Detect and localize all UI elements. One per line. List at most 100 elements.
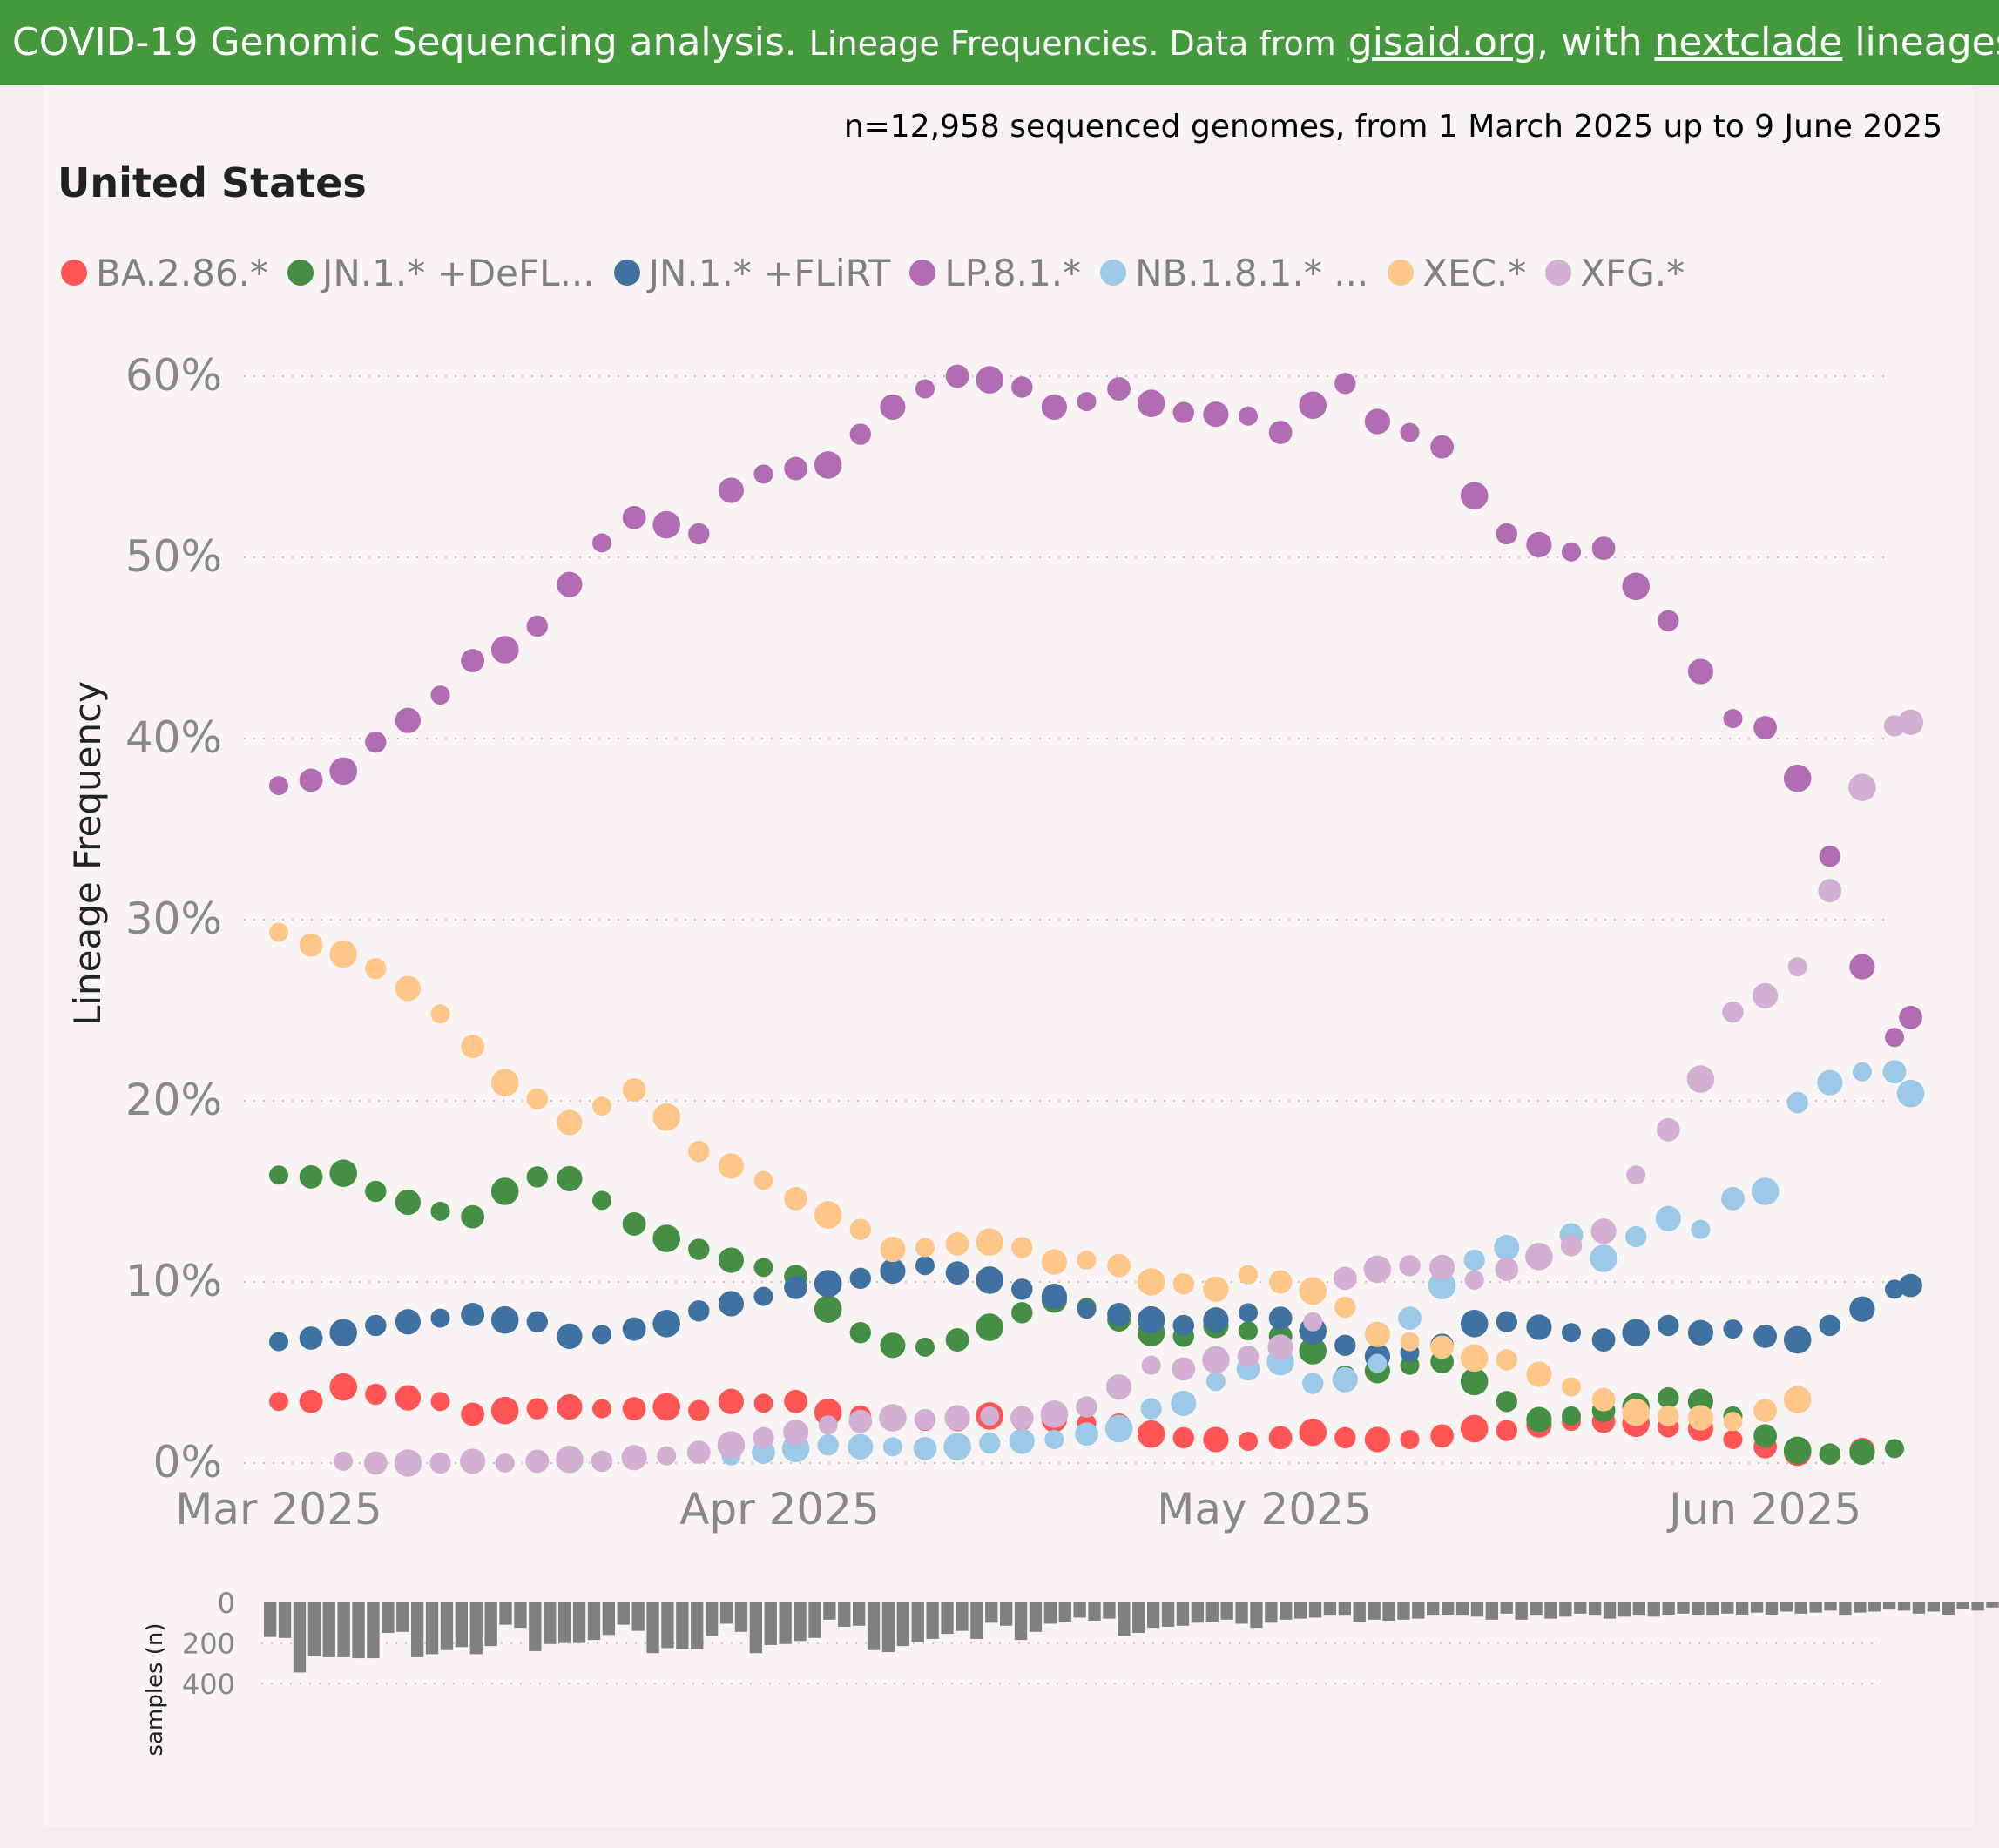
data-point [1428,1271,1456,1299]
sample-bar [1515,1602,1528,1620]
sample-bar [1868,1602,1881,1612]
data-point [913,1436,937,1460]
y-tick-label: 40% [125,712,222,763]
data-point [1562,1406,1581,1426]
sample-bar [941,1602,954,1635]
data-point [461,1402,484,1426]
sample-bar [1397,1602,1410,1620]
sample-tick-label: 0 [218,1587,235,1620]
data-point [1268,1426,1293,1450]
data-point [429,1452,451,1474]
legend-item[interactable]: NB.1.8.1.* ... [1100,252,1368,294]
data-point [622,1078,646,1102]
sample-bar [278,1602,292,1638]
data-point [1364,1321,1390,1347]
data-point [818,1415,838,1435]
data-point [1334,1426,1356,1449]
data-point [1268,1306,1293,1330]
sample-bar [1073,1602,1086,1618]
sample-bar [1927,1602,1940,1612]
data-point [1303,1312,1323,1332]
data-point [299,1326,323,1350]
data-point [299,1389,323,1413]
data-point [753,1286,773,1306]
data-point [718,1388,745,1414]
data-point [1885,1439,1904,1459]
data-point [1562,542,1581,562]
data-point [1786,1091,1808,1114]
data-point [1562,1323,1581,1343]
sample-bar [1029,1602,1043,1632]
data-point [980,1406,1000,1426]
data-point [1137,1268,1165,1296]
data-point [1496,523,1518,545]
data-point [269,1332,288,1352]
data-point [783,1420,809,1446]
data-point [329,1319,358,1347]
legend-item[interactable]: JN.1.* +FLiRT [613,252,890,294]
sample-bar [382,1602,395,1633]
data-point [269,1392,288,1412]
data-point [557,1109,583,1136]
sample-bar [1470,1602,1484,1617]
legend-item[interactable]: BA.2.86.* [61,252,268,294]
data-point [1899,1273,1922,1298]
data-point [1658,610,1679,631]
gisaid-link[interactable]: gisaid.org [1347,20,1537,64]
sample-bar [1118,1602,1131,1636]
data-point [592,1399,611,1419]
data-point [1852,1062,1872,1082]
data-point [1897,709,1924,735]
legend-label: XFG.* [1580,251,1685,294]
x-tick-label: Mar 2025 [175,1484,382,1534]
data-point [1239,1303,1258,1323]
sample-bar [484,1602,497,1647]
sample-bar [1721,1602,1734,1614]
data-point [945,364,969,388]
data-point [753,1170,773,1190]
data-point [1882,1060,1907,1084]
data-point [718,477,745,503]
data-point [879,1404,907,1432]
sample-bar [1632,1602,1645,1616]
data-point [1687,658,1713,685]
data-point [814,451,842,479]
nextclade-link[interactable]: nextclade [1654,20,1843,64]
legend-item[interactable]: JN.1.* +DeFL... [287,252,595,294]
data-point [718,1153,745,1179]
data-point [461,1035,484,1058]
data-point [490,1177,519,1205]
legend-item[interactable]: XEC.* [1388,252,1526,294]
sample-bar [1265,1602,1278,1623]
sample-bar [396,1602,409,1632]
data-point [1430,1335,1454,1359]
data-point [979,1432,1001,1454]
sample-bar [322,1602,335,1657]
data-point [592,1096,611,1116]
data-point [622,505,646,529]
data-point [1400,422,1420,442]
data-point [1590,1244,1617,1272]
data-point [753,1258,773,1278]
sample-bar [794,1602,807,1642]
data-point [1040,1400,1069,1428]
sample-bar [1854,1602,1867,1613]
sample-bar [1559,1602,1572,1617]
data-point [1041,1284,1067,1310]
data-point [652,1310,680,1338]
data-point [814,1295,842,1323]
data-point [849,1267,871,1290]
data-point [1723,1319,1743,1339]
sample-bar [337,1602,350,1657]
data-point [1656,1117,1680,1142]
legend-item[interactable]: LP.8.1.* [909,252,1081,294]
data-point [1658,1314,1679,1337]
legend-item[interactable]: XFG.* [1545,252,1685,294]
data-point [652,1224,680,1252]
data-point [880,394,906,420]
data-point [1107,1303,1131,1326]
sample-bar [706,1602,719,1636]
data-point [817,1434,839,1456]
banner-text-4: lineages. Source [1854,20,1999,64]
data-point [526,1311,548,1332]
